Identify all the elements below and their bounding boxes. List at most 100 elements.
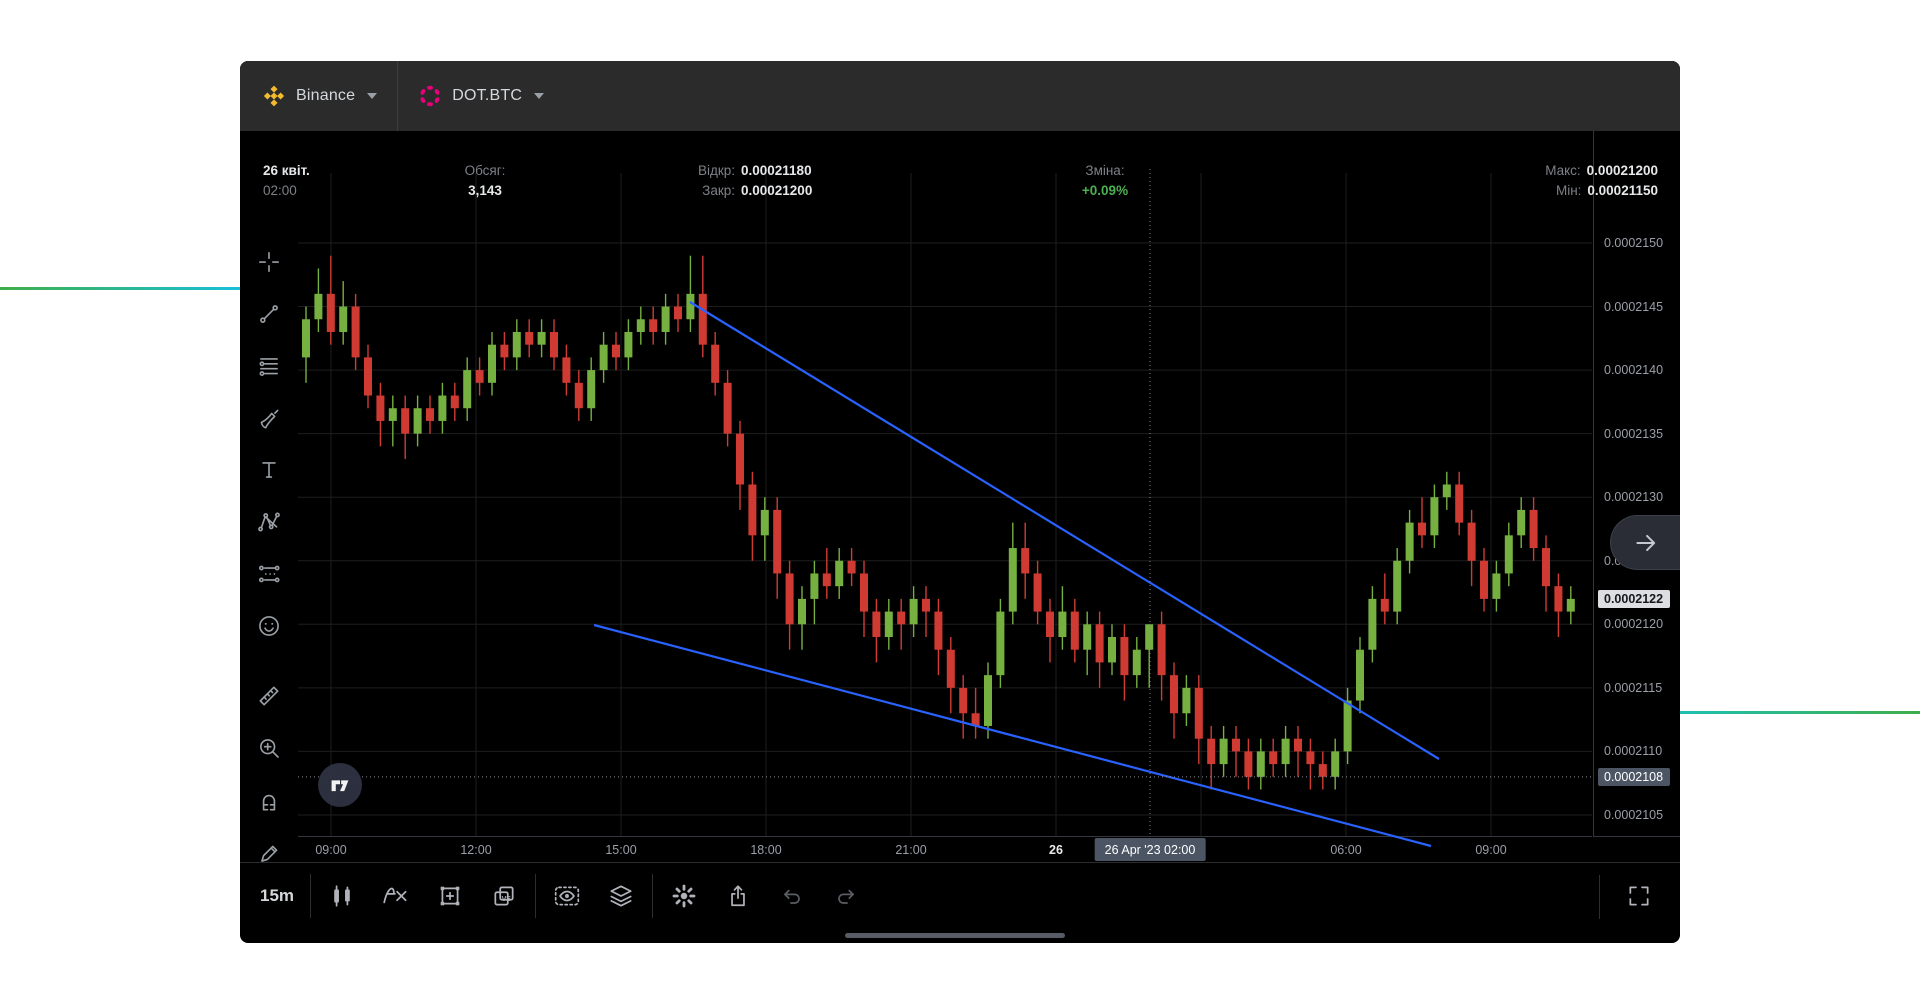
ruler-tool-icon[interactable] <box>251 678 287 714</box>
candle-body <box>984 675 992 726</box>
toolbar-divider <box>1599 875 1600 919</box>
time-tick-label: 06:00 <box>1330 842 1362 857</box>
candle-body <box>860 573 868 612</box>
candle-body <box>450 395 459 409</box>
candle-body <box>475 370 484 383</box>
candle-body <box>1331 751 1340 777</box>
candle-body <box>773 509 782 574</box>
xabcd-pattern-tool-icon[interactable] <box>251 504 287 540</box>
polkadot-logo-icon <box>418 84 442 108</box>
candle-body <box>612 344 620 358</box>
candle-body <box>822 573 831 587</box>
candle-body <box>599 344 608 371</box>
candle-body <box>537 331 546 345</box>
candle-body <box>1008 548 1017 612</box>
go-to-realtime-button[interactable] <box>1610 515 1680 570</box>
candle-body <box>326 293 335 332</box>
candle-body <box>1021 548 1030 574</box>
price-tick-label: 0.0002115 <box>1604 680 1663 695</box>
chart-style-button[interactable] <box>320 874 364 918</box>
candle-body <box>339 306 348 332</box>
candle-body <box>1467 522 1476 561</box>
candle-body <box>587 370 596 409</box>
candle-body <box>1492 573 1501 599</box>
trend-lines[interactable] <box>593 301 1440 848</box>
text-tool-icon[interactable] <box>251 452 287 488</box>
interval-button[interactable]: 15m <box>259 886 295 905</box>
brush-tool-icon[interactable] <box>251 400 287 436</box>
pencil-tool-icon[interactable] <box>251 836 287 872</box>
crosshair-lines <box>298 169 1592 836</box>
candle-body <box>847 560 856 574</box>
candle-body <box>1281 738 1290 765</box>
indicators-button[interactable] <box>374 874 418 918</box>
undo-button[interactable] <box>770 874 814 918</box>
compare-frame-button[interactable] <box>428 874 472 918</box>
candle-body <box>1430 497 1439 536</box>
fullscreen-button[interactable] <box>1617 874 1661 918</box>
chevron-down-icon <box>534 93 545 99</box>
candle-body <box>1046 611 1054 638</box>
time-axis[interactable]: 09:00 12:00 15:00 18:00 21:00 26 06:00 09:00 26… <box>298 836 1592 862</box>
zoom-in-tool-icon[interactable] <box>251 730 287 766</box>
toolbar-divider <box>310 874 311 918</box>
tradingview-logo[interactable] <box>318 763 362 807</box>
candle-body <box>426 408 434 421</box>
compare-symbols-button[interactable]: VS <box>482 874 526 918</box>
candle-body <box>1194 687 1203 739</box>
candle-body <box>1256 751 1265 777</box>
horizontal-scrollbar-thumb[interactable] <box>845 933 1065 938</box>
trend-line[interactable] <box>593 623 1432 848</box>
trend-line-tool-icon[interactable] <box>251 296 287 332</box>
candle-body <box>463 370 472 409</box>
candle-body <box>1219 738 1228 765</box>
candle-body <box>798 598 806 625</box>
candle-body <box>1393 560 1402 612</box>
symbol-header-bar: Binance <box>240 61 1680 131</box>
symbol-selector[interactable]: DOT.BTC <box>418 84 545 108</box>
emoji-tool-icon[interactable] <box>251 608 287 644</box>
price-tick-label: 0.0002110 <box>1604 744 1663 759</box>
candle-body <box>1442 484 1451 498</box>
candle-body <box>376 395 385 421</box>
share-button[interactable] <box>716 874 760 918</box>
time-tick-label: 26 <box>1049 842 1063 857</box>
candle-body <box>1405 522 1414 561</box>
candle-body <box>649 319 658 332</box>
candle-body <box>1232 738 1240 752</box>
candle-body <box>1554 586 1563 612</box>
candle-body <box>723 382 732 434</box>
candle-body <box>1380 598 1389 612</box>
candle-body <box>1418 522 1426 536</box>
candle-body <box>401 408 410 434</box>
magnet-tool-icon[interactable] <box>251 783 287 819</box>
candle-body <box>314 293 323 320</box>
candle-body <box>748 484 757 536</box>
candle-body <box>413 408 422 434</box>
price-scale[interactable]: 0.0002150 0.0002145 0.0002140 0.0002135 0.00… <box>1593 131 1680 836</box>
forecast-tool-icon[interactable] <box>251 556 287 592</box>
price-tick-label: 0.0002135 <box>1604 426 1664 441</box>
candle-body <box>550 331 558 358</box>
time-axis-corner <box>1593 836 1680 862</box>
decorative-gradient-line-right <box>1680 711 1920 714</box>
candle-body <box>1455 484 1464 523</box>
candle-body <box>810 573 819 599</box>
redo-button[interactable] <box>824 874 868 918</box>
candle-body <box>785 573 794 625</box>
exchange-selector[interactable]: Binance <box>262 84 378 108</box>
hide-drawings-button[interactable] <box>545 874 589 918</box>
time-tick-label: 09:00 <box>1475 842 1507 857</box>
fib-retracement-tool-icon[interactable] <box>251 348 287 384</box>
chart-plot-area[interactable] <box>298 131 1592 848</box>
settings-button[interactable] <box>662 874 706 918</box>
crosshair-tool-icon[interactable] <box>251 244 287 280</box>
toolbar-divider <box>652 874 653 918</box>
candle-body <box>1157 624 1166 676</box>
candle-body <box>624 331 633 358</box>
candle-body <box>364 357 372 396</box>
trend-line[interactable] <box>689 301 1440 760</box>
object-tree-button[interactable] <box>599 874 643 918</box>
crosshair-price-label: 0.0002108 <box>1598 767 1671 786</box>
candle-body <box>302 319 310 358</box>
